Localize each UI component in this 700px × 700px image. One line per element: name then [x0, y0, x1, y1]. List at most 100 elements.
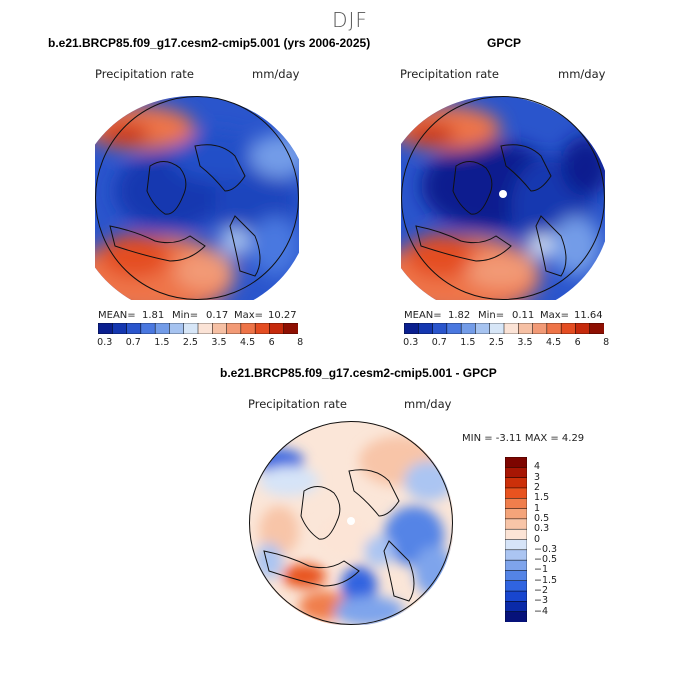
colorbar-swatch — [546, 323, 562, 334]
colorbar-swatch — [212, 323, 228, 334]
obs-units-label: mm/day — [558, 67, 606, 81]
model-max-value: 10.27 — [268, 310, 297, 321]
obs-mean-value: 1.82 — [448, 310, 471, 321]
colorbar-swatch — [505, 487, 527, 499]
colorbar-tick-label: 0.3 — [534, 523, 550, 535]
diff-colorbar-ticks: 4 3 2 1.5 1 0.5 0.3 0 −0.3 −0.5 −1 −1.5 −2 −3 −4 — [534, 457, 574, 622]
colorbar-swatch — [505, 590, 527, 602]
obs-mean-label: MEAN= — [404, 310, 442, 321]
model-polar-map — [95, 96, 299, 300]
colorbar-swatch — [505, 508, 527, 520]
obs-max-label: Max= — [540, 310, 570, 321]
colorbar-tick-label: −1 — [534, 564, 549, 576]
obs-min-label: Min= — [478, 310, 505, 321]
colorbar-swatch — [518, 323, 534, 334]
colorbar-swatch — [489, 323, 505, 334]
colorbar-tick-label: 2 — [534, 481, 541, 493]
colorbar-swatch — [505, 539, 527, 551]
colorbar-swatch — [418, 323, 434, 334]
colorbar-tick-label: 1.5 — [154, 337, 170, 348]
colorbar-tick-label: −2 — [534, 585, 549, 597]
colorbar-swatch — [154, 323, 170, 334]
obs-variable-label: Precipitation rate — [400, 67, 499, 81]
colorbar-swatch — [503, 323, 519, 334]
colorbar-tick-label: 1.5 — [460, 337, 476, 348]
colorbar-swatch — [169, 323, 185, 334]
colorbar-swatch — [197, 323, 213, 334]
colorbar-swatch — [283, 323, 298, 334]
colorbar-tick-label: 0 — [534, 533, 541, 545]
colorbar-tick-label: 4.5 — [546, 337, 562, 348]
colorbar-swatch — [505, 518, 527, 530]
colorbar-swatch — [505, 467, 527, 479]
colorbar-swatch — [269, 323, 285, 334]
colorbar-swatch — [505, 528, 527, 541]
obs-polar-map — [401, 96, 605, 300]
colorbar-swatch — [505, 559, 527, 571]
obs-colorbar — [404, 323, 604, 334]
colorbar-tick-label: 8 — [603, 337, 610, 348]
colorbar-swatch — [460, 323, 476, 334]
map-border — [401, 96, 605, 300]
colorbar-tick-label: 3.5 — [211, 337, 227, 348]
season-title: DJF — [332, 8, 368, 32]
model-colorbar — [98, 323, 298, 334]
diff-colorbar — [505, 457, 527, 622]
diff-polar-map — [249, 421, 453, 625]
colorbar-tick-label: −0.5 — [534, 554, 558, 566]
colorbar-swatch — [98, 323, 113, 334]
map-border — [249, 421, 453, 625]
colorbar-swatch — [475, 323, 491, 334]
model-max-label: Max= — [234, 310, 264, 321]
obs-panel-title: GPCP — [487, 36, 522, 50]
coastline-outline — [263, 469, 415, 602]
colorbar-swatch — [505, 457, 527, 468]
colorbar-tick-label: 1 — [534, 502, 541, 514]
colorbar-tick-label: 0.7 — [431, 337, 447, 348]
colorbar-tick-label: 2.5 — [488, 337, 504, 348]
colorbar-swatch — [126, 323, 142, 334]
colorbar-tick-label: 3 — [534, 471, 541, 483]
colorbar-swatch — [560, 323, 576, 334]
colorbar-tick-label: −4 — [534, 605, 549, 617]
colorbar-swatch — [432, 323, 448, 334]
colorbar-swatch — [505, 549, 527, 561]
colorbar-swatch — [575, 323, 591, 334]
model-colorbar-ticks: 0.3 0.7 1.5 2.5 3.5 4.5 6 8 — [97, 337, 303, 351]
colorbar-swatch — [112, 323, 128, 334]
colorbar-tick-label: 6 — [268, 337, 275, 348]
colorbar-swatch — [532, 323, 548, 334]
model-mean-value: 1.81 — [142, 310, 165, 321]
diff-panel-title: b.e21.BRCP85.f09_g17.cesm2-cmip5.001 - G… — [220, 366, 497, 380]
colorbar-tick-label: 2.5 — [182, 337, 198, 348]
colorbar-tick-label: −3 — [534, 595, 549, 607]
pole-hole — [347, 517, 355, 525]
map-border — [95, 96, 299, 300]
colorbar-tick-label: 0.7 — [125, 337, 141, 348]
model-panel-title: b.e21.BRCP85.f09_g17.cesm2-cmip5.001 (yr… — [48, 36, 371, 50]
coastline-outline — [109, 144, 261, 277]
model-units-label: mm/day — [252, 67, 300, 81]
colorbar-tick-label: 4.5 — [240, 337, 256, 348]
colorbar-tick-label: 4 — [534, 461, 541, 473]
colorbar-swatch — [505, 611, 527, 622]
colorbar-tick-label: 1.5 — [534, 492, 550, 504]
colorbar-swatch — [183, 323, 199, 334]
colorbar-swatch — [254, 323, 270, 334]
model-min-label: Min= — [172, 310, 199, 321]
colorbar-swatch — [404, 323, 419, 334]
model-mean-label: MEAN= — [98, 310, 136, 321]
diff-variable-label: Precipitation rate — [248, 397, 347, 411]
colorbar-swatch — [226, 323, 242, 334]
obs-colorbar-ticks: 0.3 0.7 1.5 2.5 3.5 4.5 6 8 — [403, 337, 609, 351]
colorbar-swatch — [505, 580, 527, 592]
colorbar-tick-label: 0.3 — [97, 337, 113, 348]
colorbar-swatch — [505, 498, 527, 510]
diff-min-max-stats: MIN = -3.11 MAX = 4.29 — [462, 433, 585, 444]
colorbar-swatch — [589, 323, 604, 334]
colorbar-swatch — [140, 323, 156, 334]
colorbar-swatch — [505, 601, 527, 613]
model-variable-label: Precipitation rate — [95, 67, 194, 81]
colorbar-tick-label: 6 — [574, 337, 581, 348]
coastline-outline — [415, 144, 567, 277]
